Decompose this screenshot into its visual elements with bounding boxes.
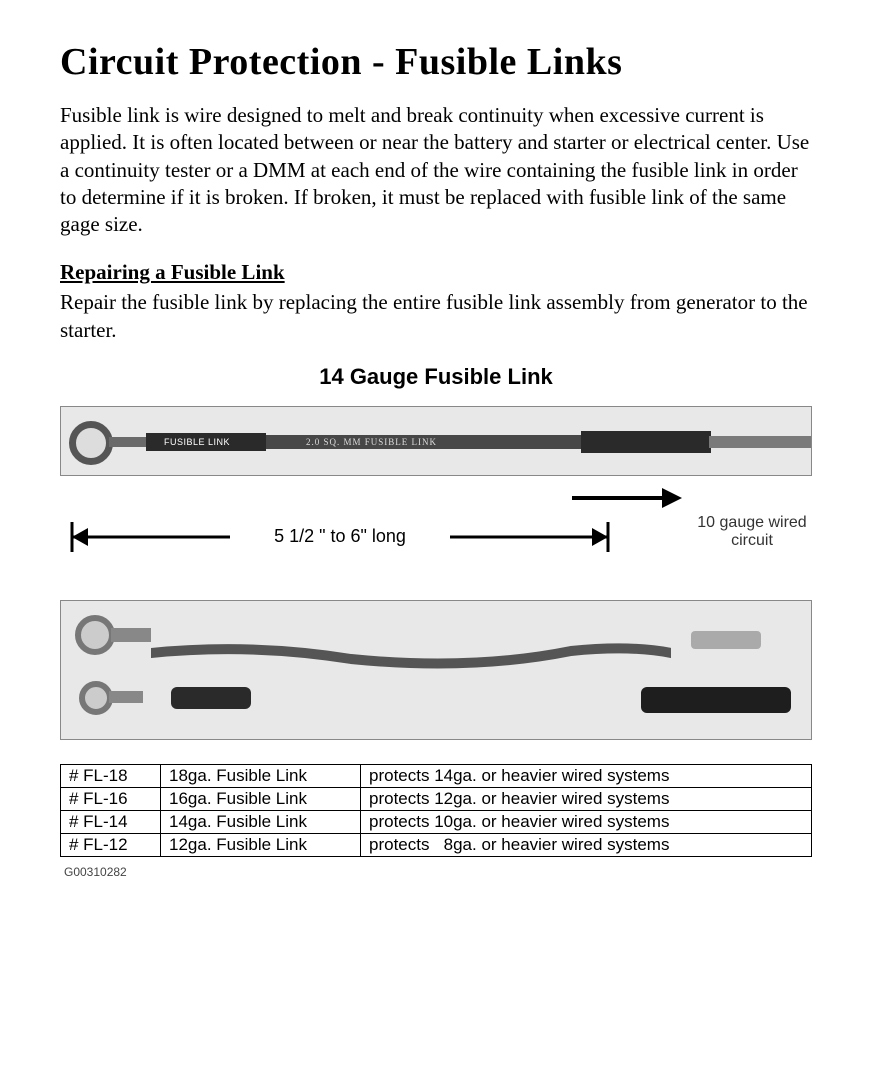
figure-title: 14 Gauge Fusible Link: [60, 364, 812, 390]
wire-lead: [109, 437, 149, 447]
repair-subheading: Repairing a Fusible Link: [60, 260, 812, 285]
ring-terminal-large-icon: [75, 615, 115, 655]
intro-paragraph: Fusible link is wire designed to melt an…: [60, 102, 812, 238]
ring-shank: [111, 628, 151, 642]
wire-out: [709, 436, 812, 448]
part-protects: protects 10ga. or heavier wired systems: [361, 811, 812, 834]
table-row: # FL-18 18ga. Fusible Link protects 14ga…: [61, 765, 812, 788]
part-desc: 12ga. Fusible Link: [161, 834, 361, 857]
part-desc: 14ga. Fusible Link: [161, 811, 361, 834]
heat-shrink-right: [581, 431, 711, 453]
wire-mid: 2.0 SQ. MM FUSIBLE LINK: [266, 435, 586, 449]
repair-paragraph: Repair the fusible link by replacing the…: [60, 289, 812, 344]
part-desc: 18ga. Fusible Link: [161, 765, 361, 788]
part-id: # FL-12: [61, 834, 161, 857]
dimension-label: 5 1/2 " to 6" long: [60, 526, 620, 547]
crimp-connector-icon: [691, 631, 761, 649]
heat-shrink-left: FUSIBLE LINK: [146, 433, 266, 451]
ring-terminal-icon: [69, 421, 113, 465]
part-id: # FL-18: [61, 765, 161, 788]
ring-terminal-small-icon: [79, 681, 113, 715]
heat-shrink-small-icon: [171, 687, 251, 709]
disassembled-link-photo: [60, 600, 812, 740]
part-desc: 16ga. Fusible Link: [161, 788, 361, 811]
part-id: # FL-16: [61, 788, 161, 811]
table-row: # FL-14 14ga. Fusible Link protects 10ga…: [61, 811, 812, 834]
part-id: # FL-14: [61, 811, 161, 834]
dimension-row: 5 1/2 " to 6" long 10 gauge wired circui…: [60, 486, 812, 576]
page-title: Circuit Protection - Fusible Links: [60, 40, 812, 84]
part-protects: protects 12ga. or heavier wired systems: [361, 788, 812, 811]
assembled-link-photo: FUSIBLE LINK 2.0 SQ. MM FUSIBLE LINK: [60, 406, 812, 476]
arrow-right-icon: [572, 486, 682, 510]
document-id: G00310282: [64, 865, 812, 879]
fusible-link-wire-icon: [151, 641, 671, 671]
part-protects: protects 8ga. or heavier wired systems: [361, 834, 812, 857]
table-row: # FL-16 16ga. Fusible Link protects 12ga…: [61, 788, 812, 811]
heat-shrink-large-icon: [641, 687, 791, 713]
ring-shank-small: [109, 691, 143, 703]
table-row: # FL-12 12ga. Fusible Link protects 8ga.…: [61, 834, 812, 857]
circuit-gauge-label: 10 gauge wired circuit: [692, 486, 812, 551]
spec-table: # FL-18 18ga. Fusible Link protects 14ga…: [60, 764, 812, 857]
part-protects: protects 14ga. or heavier wired systems: [361, 765, 812, 788]
